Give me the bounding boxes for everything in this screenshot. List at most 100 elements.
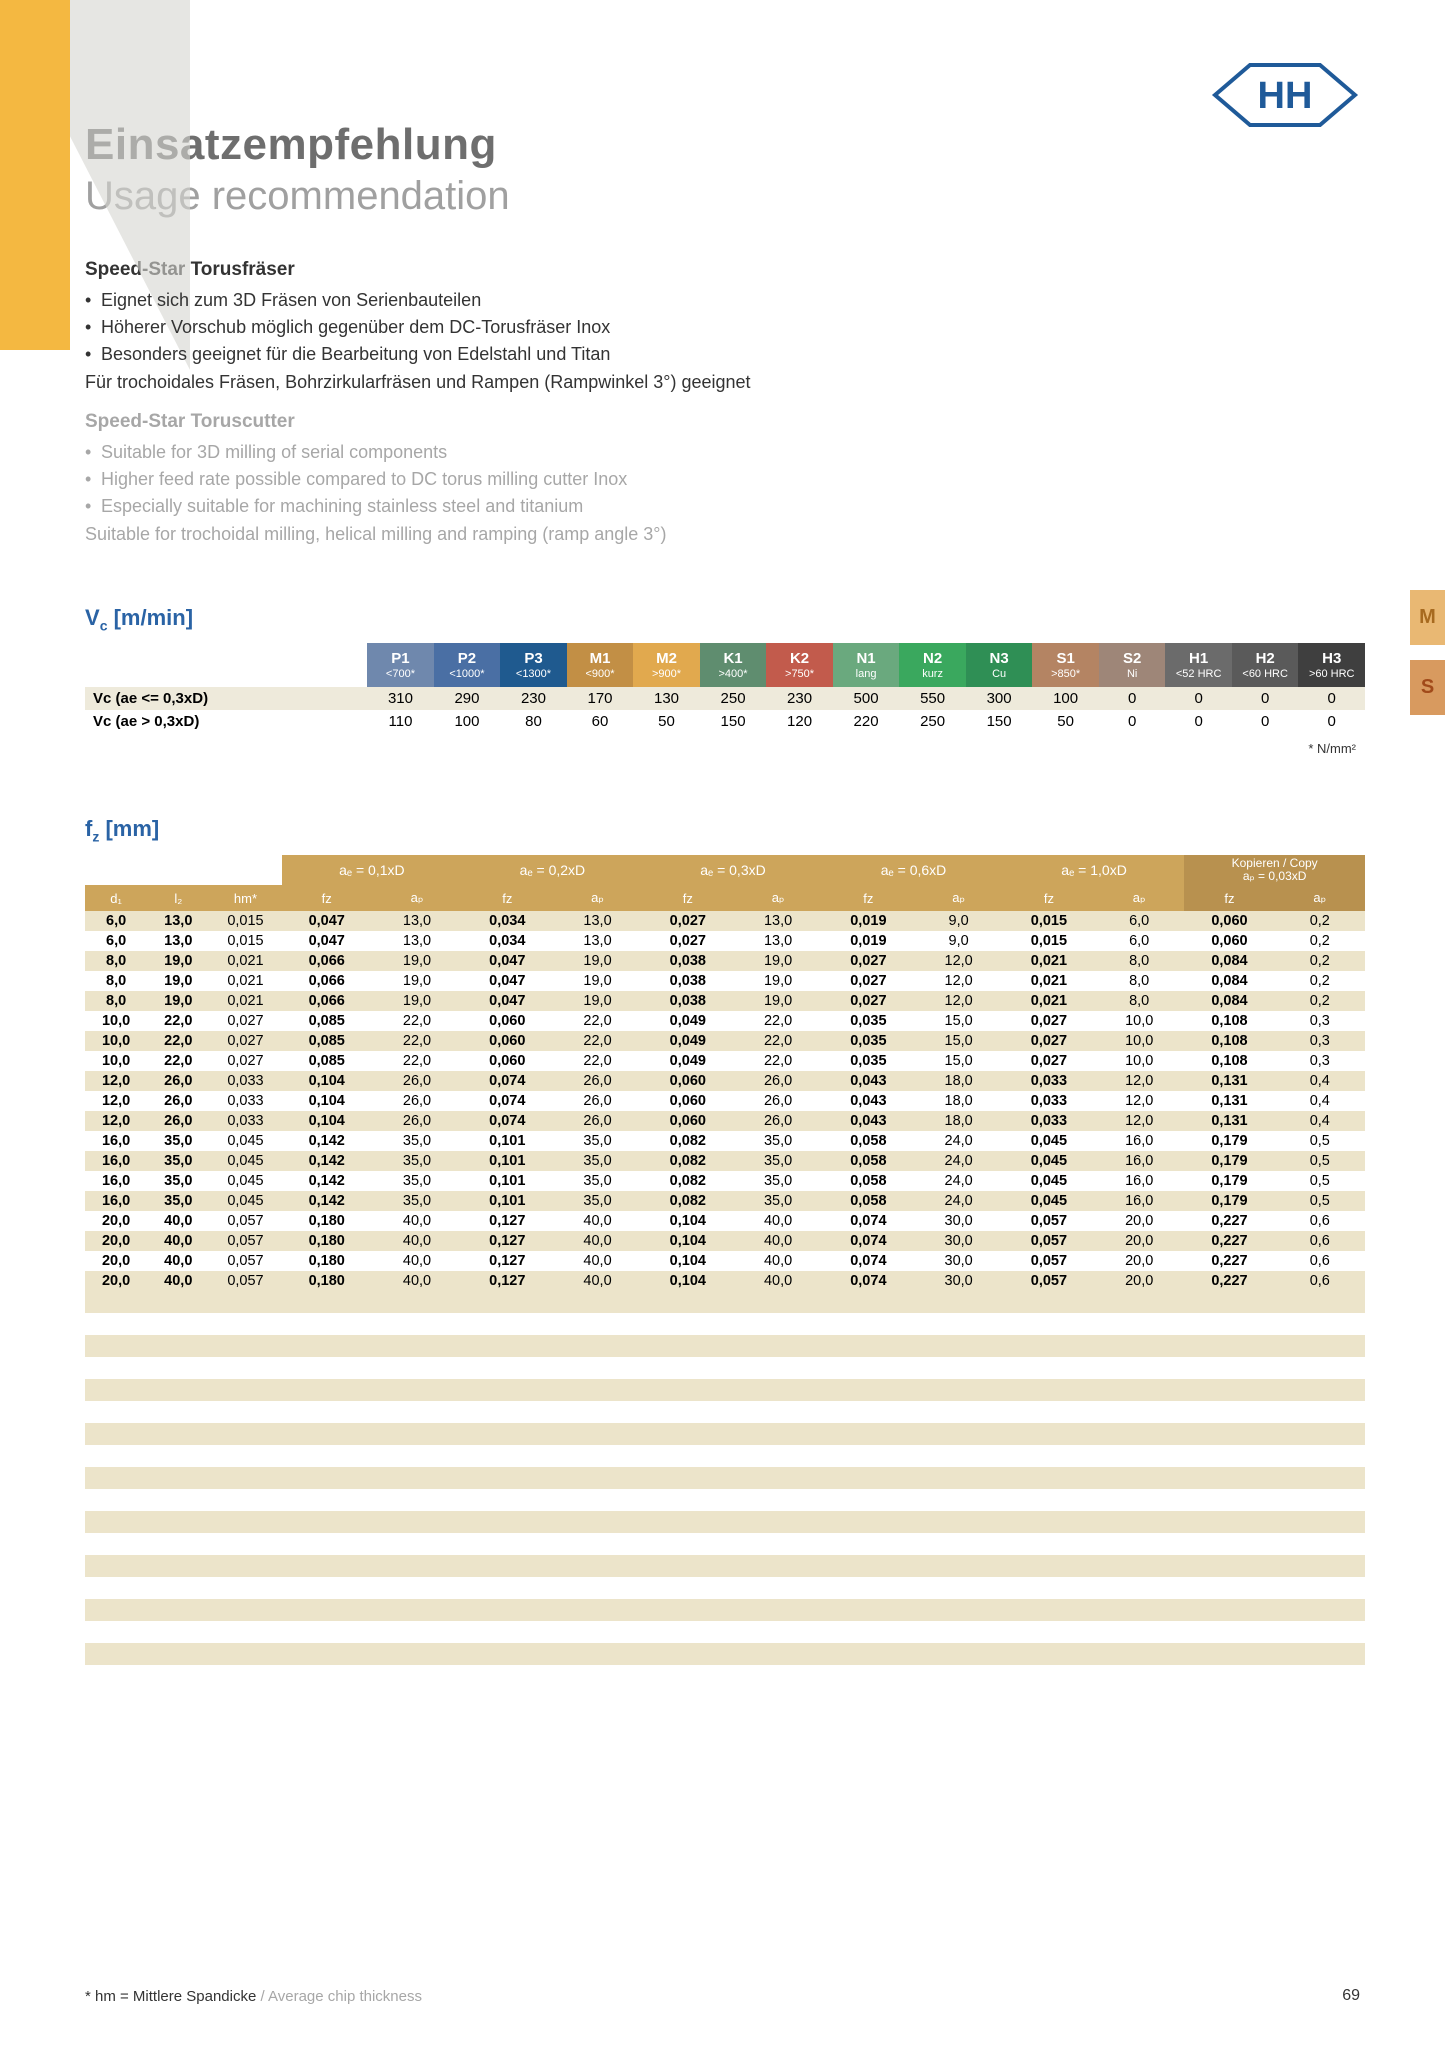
fz-cell: 0,101 <box>462 1171 552 1191</box>
fz-cell: 35,0 <box>552 1171 642 1191</box>
fz-cell: 0,021 <box>1004 951 1094 971</box>
vc-cell: 150 <box>966 710 1033 733</box>
fz-cell: 0,074 <box>823 1271 913 1291</box>
fz-cell: 0,027 <box>1004 1011 1094 1031</box>
fz-cell: 0,058 <box>823 1151 913 1171</box>
fz-cell: 0,049 <box>643 1011 733 1031</box>
fz-cell: 9,0 <box>914 931 1004 951</box>
fz-cell: 0,104 <box>282 1091 372 1111</box>
fz-cell: 0,033 <box>209 1111 281 1131</box>
section-title-de: Speed-Star Torusfräser <box>85 259 1360 281</box>
fz-cell: 16,0 <box>1094 1131 1184 1151</box>
fz-cell: 13,0 <box>147 911 209 931</box>
deco-rect <box>0 0 70 350</box>
fz-cell: 30,0 <box>914 1251 1004 1271</box>
fz-cell: 13,0 <box>552 931 642 951</box>
fz-cell: 35,0 <box>372 1151 462 1171</box>
fz-cell: 13,0 <box>147 931 209 951</box>
fz-empty-row <box>85 1511 1365 1533</box>
page-title-en: Usage recommendation <box>85 174 1360 219</box>
fz-cell: 30,0 <box>914 1271 1004 1291</box>
fz-cell: 26,0 <box>372 1071 462 1091</box>
fz-col-header: fz <box>1004 885 1094 911</box>
fz-cell: 0,033 <box>209 1091 281 1111</box>
vc-cell: 0 <box>1099 710 1166 733</box>
fz-cell: 22,0 <box>147 1031 209 1051</box>
fz-cell: 0,108 <box>1184 1031 1274 1051</box>
fz-cell: 35,0 <box>552 1191 642 1211</box>
fz-group-header: aₑ = 0,6xD <box>823 855 1004 885</box>
fz-cell: 0,104 <box>282 1111 372 1131</box>
fz-cell: 0,035 <box>823 1051 913 1071</box>
fz-cell: 35,0 <box>733 1131 823 1151</box>
fz-cell: 0,085 <box>282 1051 372 1071</box>
fz-cell: 0,066 <box>282 971 372 991</box>
fz-cell: 0,084 <box>1184 951 1274 971</box>
fz-col-header: l₂ <box>147 885 209 911</box>
fz-cell: 40,0 <box>147 1271 209 1291</box>
fz-cell: 0,142 <box>282 1131 372 1151</box>
fz-cell: 0,082 <box>643 1171 733 1191</box>
fz-empty-row <box>85 1555 1365 1577</box>
fz-cell: 0,142 <box>282 1191 372 1211</box>
fz-col-header: hm* <box>209 885 281 911</box>
fz-cell: 40,0 <box>147 1231 209 1251</box>
fz-cell: 19,0 <box>147 971 209 991</box>
page-number: 69 <box>1342 1987 1360 2005</box>
fz-cell: 0,108 <box>1184 1051 1274 1071</box>
vc-cell: 230 <box>766 687 833 710</box>
fz-cell: 24,0 <box>914 1191 1004 1211</box>
fz-cell: 18,0 <box>914 1111 1004 1131</box>
fz-cell: 40,0 <box>733 1251 823 1271</box>
fz-cell: 22,0 <box>733 1031 823 1051</box>
vc-cell: 0 <box>1298 687 1365 710</box>
vc-cell: 80 <box>500 710 567 733</box>
vc-cell: 0 <box>1099 687 1166 710</box>
fz-cell: 22,0 <box>372 1031 462 1051</box>
fz-cell: 8,0 <box>1094 951 1184 971</box>
fz-cell: 16,0 <box>85 1191 147 1211</box>
vc-col-header: H2<60 HRC <box>1232 643 1299 687</box>
fz-cell: 0,034 <box>462 931 552 951</box>
bullet-item: Höherer Vorschub möglich gegenüber dem D… <box>85 314 1360 341</box>
fz-cell: 16,0 <box>85 1131 147 1151</box>
fz-cell: 10,0 <box>85 1011 147 1031</box>
fz-cell: 0,2 <box>1275 971 1365 991</box>
fz-cell: 0,015 <box>1004 911 1094 931</box>
fz-cell: 0,131 <box>1184 1091 1274 1111</box>
fz-cell: 15,0 <box>914 1011 1004 1031</box>
vc-col-header: N2kurz <box>899 643 966 687</box>
fz-cell: 0,015 <box>209 911 281 931</box>
fz-cell: 0,060 <box>643 1091 733 1111</box>
fz-cell: 0,045 <box>209 1151 281 1171</box>
fz-cell: 0,027 <box>823 951 913 971</box>
fz-col-header: aₚ <box>1094 885 1184 911</box>
fz-cell: 20,0 <box>1094 1231 1184 1251</box>
vc-col-header: S1>850* <box>1032 643 1099 687</box>
vc-cell: 230 <box>500 687 567 710</box>
tab-s: S <box>1410 660 1445 715</box>
fz-cell: 0,127 <box>462 1271 552 1291</box>
fz-cell: 0,2 <box>1275 991 1365 1011</box>
fz-cell: 0,2 <box>1275 951 1365 971</box>
fz-cell: 0,074 <box>823 1211 913 1231</box>
fz-cell: 19,0 <box>552 991 642 1011</box>
fz-cell: 19,0 <box>552 971 642 991</box>
fz-cell: 40,0 <box>552 1211 642 1231</box>
fz-col-header: fz <box>643 885 733 911</box>
fz-cell: 40,0 <box>372 1231 462 1251</box>
fz-cell: 0,045 <box>209 1171 281 1191</box>
fz-cell: 40,0 <box>733 1271 823 1291</box>
fz-cell: 0,027 <box>823 991 913 1011</box>
fz-cell: 0,180 <box>282 1231 372 1251</box>
bullets-en: Suitable for 3D milling of serial compon… <box>85 439 1360 520</box>
fz-cell: 35,0 <box>372 1171 462 1191</box>
fz-cell: 0,021 <box>1004 991 1094 1011</box>
fz-cell: 0,101 <box>462 1131 552 1151</box>
fz-group-header: aₑ = 1,0xD <box>1004 855 1185 885</box>
fz-cell: 8,0 <box>1094 991 1184 1011</box>
fz-cell: 0,021 <box>209 951 281 971</box>
fz-cell: 26,0 <box>552 1111 642 1131</box>
fz-cell: 0,060 <box>643 1111 733 1131</box>
fz-cell: 19,0 <box>372 971 462 991</box>
